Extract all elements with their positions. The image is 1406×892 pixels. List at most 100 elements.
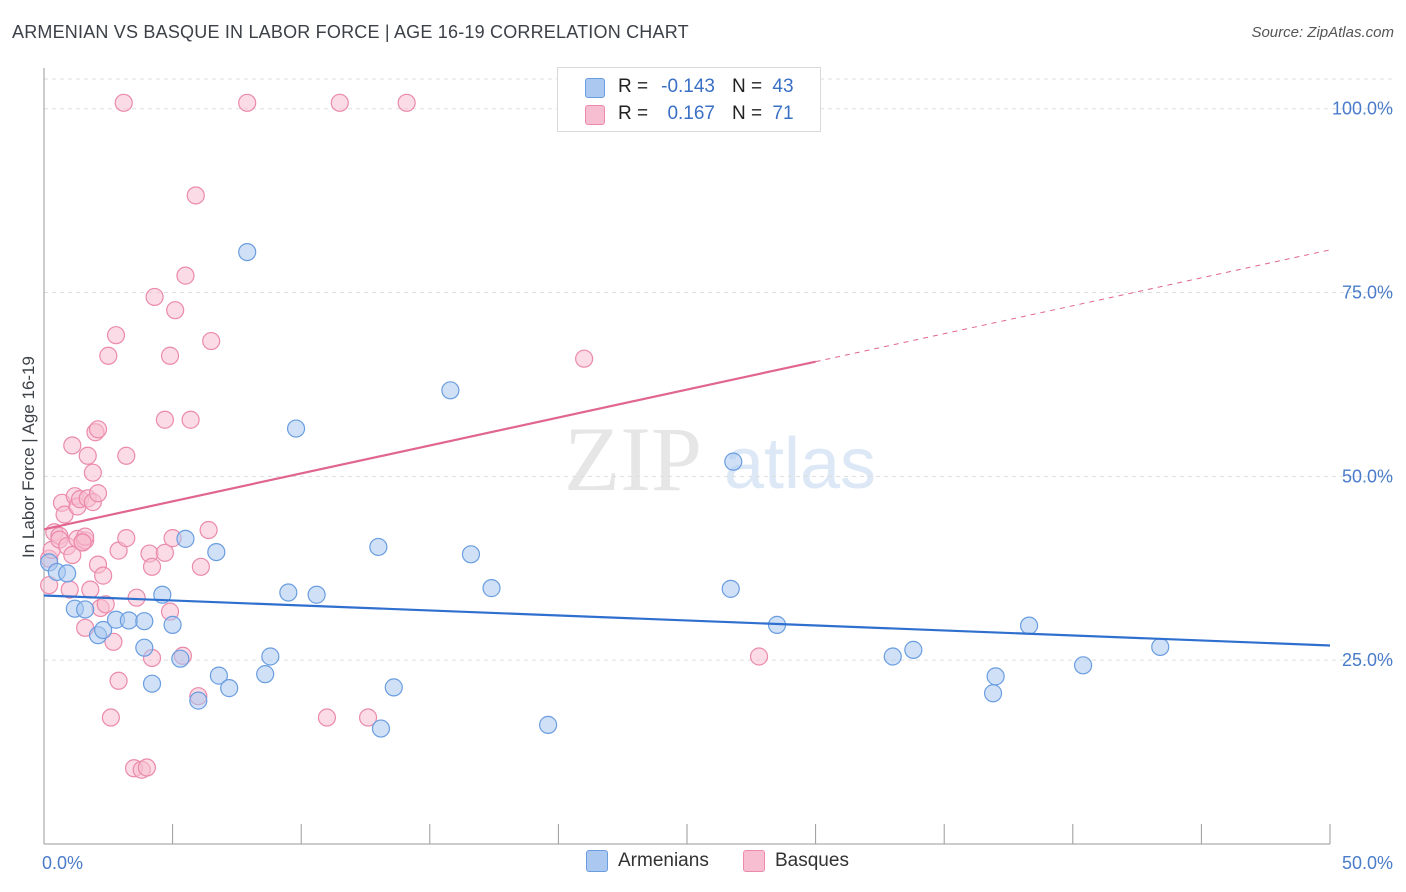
armenian-point-9 xyxy=(135,612,154,631)
basque-point-52 xyxy=(160,346,180,365)
armenian-point-17 xyxy=(207,542,226,562)
tick-labels: 25.0% 50.0% 75.0% 100.0% 0.0% 50.0% xyxy=(42,99,1393,873)
armenians-swatch xyxy=(585,78,605,98)
armenian-point-37 xyxy=(904,640,923,659)
legend-item-basques[interactable]: Basques xyxy=(743,850,849,872)
armenian-point-20 xyxy=(238,242,257,262)
basque-point-34 xyxy=(104,632,123,651)
basque-point-65 xyxy=(330,93,349,112)
armenian-point-32 xyxy=(539,715,558,734)
armenian-point-19 xyxy=(220,679,239,698)
basque-point-7 xyxy=(55,505,74,524)
legend-r-value: 0.167 xyxy=(667,103,715,124)
armenians-trend-line xyxy=(43,594,1331,647)
armenian-point-25 xyxy=(307,585,326,604)
armenian-point-27 xyxy=(371,719,391,738)
legend-n-label: N = xyxy=(732,103,763,124)
legend-r-value: -0.143 xyxy=(661,76,715,97)
legend-row-armenians: R = -0.143 N = 43 xyxy=(558,73,820,101)
armenian-point-30 xyxy=(461,545,481,564)
basque-point-50 xyxy=(155,543,174,562)
y-tick-label-2: 75.0% xyxy=(1342,283,1393,303)
armenian-point-23 xyxy=(279,583,298,602)
basque-point-37 xyxy=(109,671,128,690)
watermark: ZIP atlas xyxy=(564,408,876,510)
armenian-point-13 xyxy=(163,615,182,634)
basques-legend-swatch xyxy=(743,850,765,872)
correlation-legend: R = -0.143 N = 43 R = 0.167 N = 71 xyxy=(557,67,821,132)
watermark-zip: ZIP xyxy=(564,408,702,510)
y-axis-label: In Labor Force | Age 16-19 xyxy=(19,356,38,558)
basque-point-10 xyxy=(63,545,82,565)
armenian-point-38 xyxy=(983,684,1003,703)
armenian-point-8 xyxy=(119,611,138,630)
basque-point-57 xyxy=(181,410,200,429)
basque-point-22 xyxy=(81,580,100,599)
armenian-point-34 xyxy=(724,452,743,471)
basque-point-66 xyxy=(358,708,378,727)
legend-n-value: 71 xyxy=(772,103,794,124)
armenian-point-26 xyxy=(369,537,388,557)
armenians-legend-label: Armenians xyxy=(618,850,709,871)
basque-point-27 xyxy=(88,484,108,503)
armenian-point-22 xyxy=(261,647,280,666)
trend-lines xyxy=(43,249,1331,647)
armenian-point-33 xyxy=(721,579,740,598)
armenian-point-16 xyxy=(189,691,208,710)
legend-row-basques: R = 0.167 N = 71 xyxy=(558,100,820,128)
legend-item-armenians[interactable]: Armenians xyxy=(586,850,709,872)
axes xyxy=(43,68,1331,845)
chart-title: ARMENIAN VS BASQUE IN LABOR FORCE | AGE … xyxy=(12,22,689,42)
y-tick-label-0: 25.0% xyxy=(1342,650,1393,670)
y-tick-label-3: 100.0% xyxy=(1332,99,1393,119)
watermark-atlas: atlas xyxy=(724,424,876,504)
x-tick-label-1: 50.0% xyxy=(1342,853,1393,873)
armenian-point-15 xyxy=(176,529,195,548)
armenian-point-2 xyxy=(58,564,77,583)
armenians-legend-swatch xyxy=(586,850,608,872)
basque-point-39 xyxy=(117,446,136,465)
basques-series xyxy=(40,93,769,779)
basque-point-38 xyxy=(114,93,133,112)
armenian-point-6 xyxy=(94,620,113,640)
armenian-point-39 xyxy=(986,667,1005,686)
basques-swatch xyxy=(585,105,605,125)
armenian-point-24 xyxy=(286,419,306,438)
basque-point-11 xyxy=(63,436,82,455)
series-legend: Armenians Basques xyxy=(0,850,1406,878)
basque-point-28 xyxy=(88,420,108,439)
armenian-point-40 xyxy=(1019,616,1039,635)
basque-point-30 xyxy=(94,566,113,585)
basque-point-64 xyxy=(317,708,337,727)
basque-point-33 xyxy=(101,708,120,727)
basque-point-31 xyxy=(96,595,115,614)
armenian-point-21 xyxy=(256,665,275,684)
basques-trend-extension xyxy=(815,249,1331,363)
basque-point-58 xyxy=(186,186,205,205)
basque-point-54 xyxy=(166,301,185,320)
grid-lines xyxy=(44,78,1393,661)
basque-point-48 xyxy=(145,287,164,307)
basque-point-69 xyxy=(749,647,769,666)
basque-point-20 xyxy=(78,446,97,465)
basque-point-70 xyxy=(73,533,92,552)
basque-point-24 xyxy=(83,463,102,482)
armenian-point-36 xyxy=(883,647,902,666)
chart-source: Source: ZipAtlas.com xyxy=(1251,24,1394,41)
armenian-point-4 xyxy=(76,600,95,619)
basques-legend-label: Basques xyxy=(775,850,849,871)
basque-point-56 xyxy=(176,266,195,285)
basque-point-40 xyxy=(117,529,136,548)
legend-r-label: R = xyxy=(618,103,649,124)
basque-point-62 xyxy=(202,331,221,351)
armenian-point-31 xyxy=(482,579,501,598)
basque-point-49 xyxy=(155,410,174,429)
basque-point-32 xyxy=(99,346,118,365)
legend-n-value: 43 xyxy=(772,76,794,97)
basque-point-46 xyxy=(142,557,162,576)
armenian-point-14 xyxy=(171,649,190,668)
armenian-point-41 xyxy=(1073,656,1093,675)
basques-trend-line xyxy=(43,360,816,531)
x-tick-label-0: 0.0% xyxy=(42,853,83,873)
